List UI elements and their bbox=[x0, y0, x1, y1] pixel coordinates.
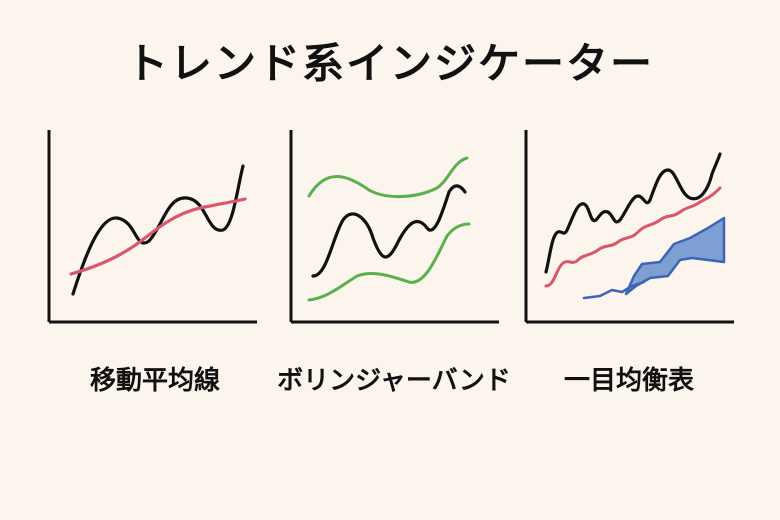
upper-band-line bbox=[307, 156, 469, 199]
chart-axes bbox=[524, 130, 734, 324]
page-title: トレンド系インジケーター bbox=[125, 39, 654, 88]
ichimoku-chart bbox=[522, 126, 737, 326]
moving-average-chart bbox=[45, 126, 260, 326]
price-line bbox=[544, 152, 722, 274]
bollinger-band-chart bbox=[287, 126, 502, 326]
bollinger-band-label: ボリンジャーバンド bbox=[277, 366, 511, 396]
lagging-span-line bbox=[582, 280, 646, 300]
chart-axes bbox=[47, 130, 257, 324]
conversion-line bbox=[544, 186, 722, 288]
ichimoku-label: 一目均衡表 bbox=[563, 366, 694, 396]
lower-band-line bbox=[307, 222, 471, 302]
chart-axes bbox=[289, 130, 499, 324]
moving-average-label: 移動平均線 bbox=[89, 366, 220, 396]
price-line bbox=[71, 164, 245, 296]
ichimoku-cloud bbox=[624, 216, 726, 296]
price-line bbox=[311, 184, 467, 278]
moving-average-line bbox=[69, 197, 247, 276]
